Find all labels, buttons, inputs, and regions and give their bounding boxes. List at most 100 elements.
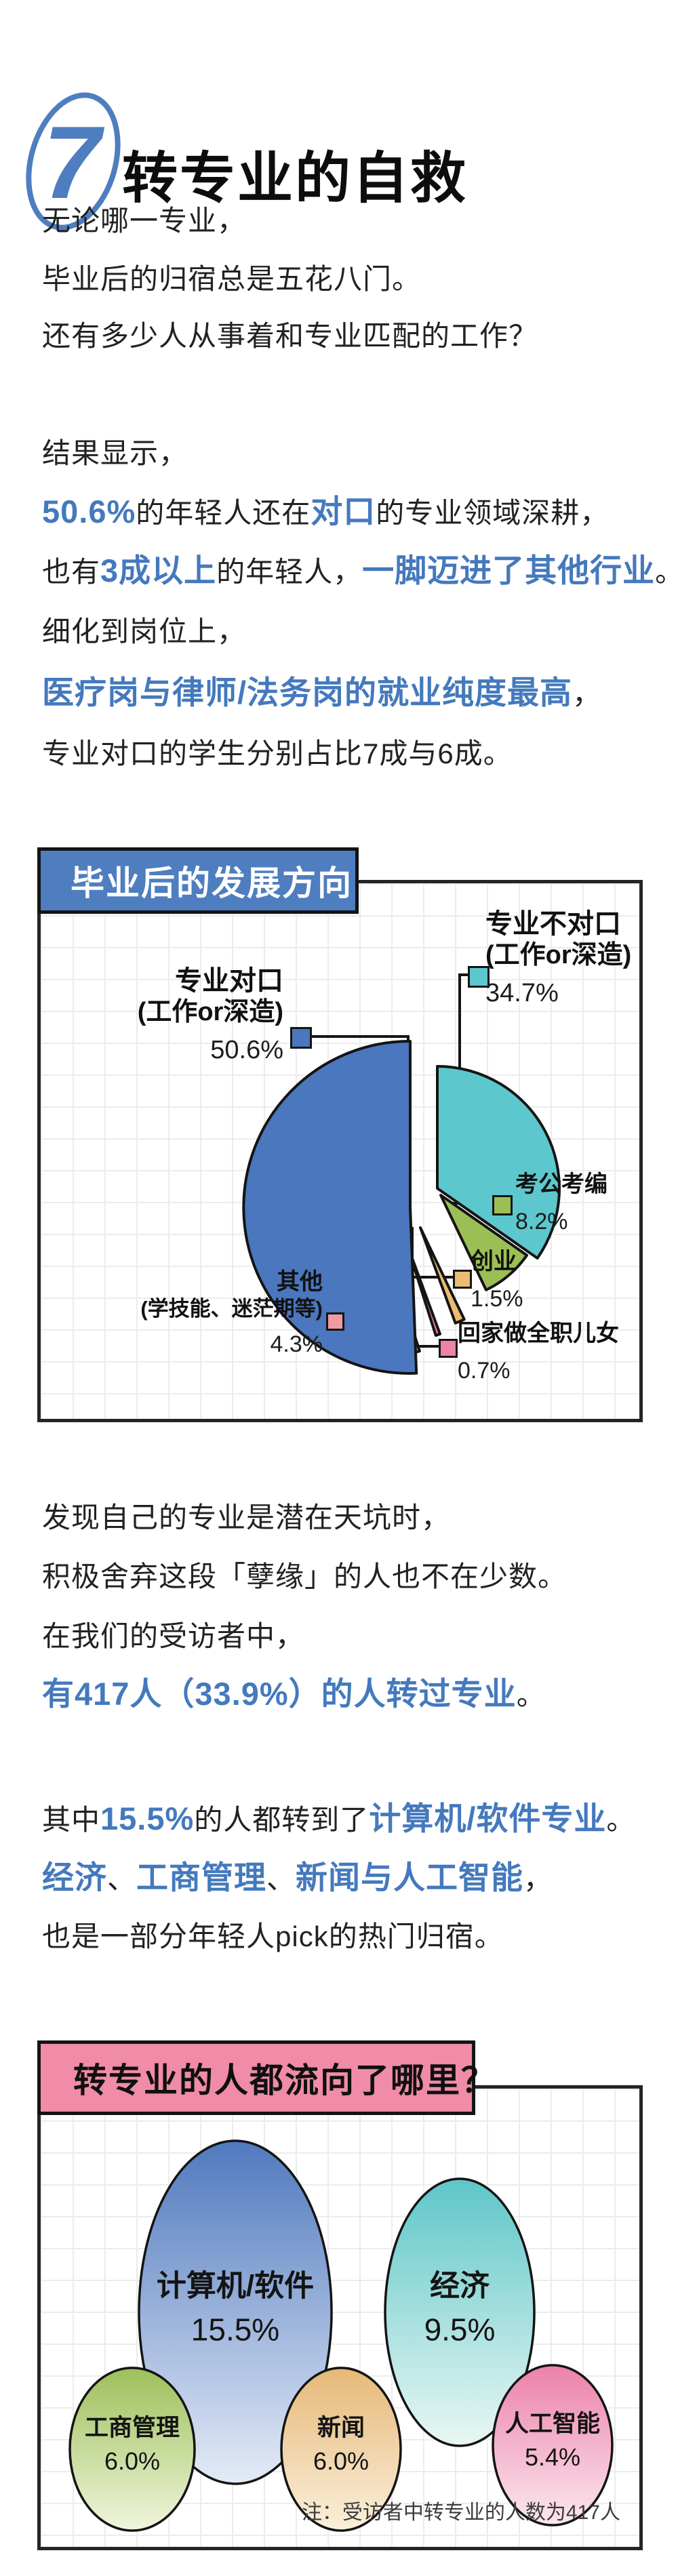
body-line: 细化到岗位上， bbox=[42, 616, 246, 648]
body-line: 还有多少人从事着和专业匹配的工作？ bbox=[42, 320, 538, 353]
plain-text: 。 bbox=[516, 1679, 546, 1711]
accent-text: 工商管理 bbox=[136, 1859, 267, 1895]
plain-text: 专业对口的学生分别占比7成与6成。 bbox=[42, 738, 513, 769]
pie-callout-label: 回家做全职儿女 0.7% bbox=[458, 1320, 619, 1385]
badge-number: 7 bbox=[43, 105, 105, 220]
plain-text: 在我们的受访者中， bbox=[42, 1620, 305, 1652]
plain-text: 其中 bbox=[42, 1804, 101, 1836]
slice-value: 8.2% bbox=[515, 1208, 568, 1234]
bubble-name: 工商管理 bbox=[84, 2415, 180, 2442]
bubble-name: 人工智能 bbox=[504, 2411, 601, 2438]
pie-slice bbox=[439, 1194, 529, 1291]
bubble bbox=[492, 2364, 614, 2527]
body-line: 也有3成以上的年轻人，一脚迈进了其他行业。 bbox=[42, 552, 678, 589]
body-line: 50.6%的年轻人还在对口的专业领域深耕， bbox=[42, 494, 609, 530]
accent-text: 经济 bbox=[42, 1859, 107, 1895]
plain-text: 、 bbox=[266, 1863, 296, 1895]
plain-text: 的年轻人， bbox=[216, 556, 363, 588]
slice-label: 专业对口 bbox=[175, 966, 283, 996]
pie-callout-label: 考公考编 8.2% bbox=[515, 1171, 607, 1236]
plain-text: 积极舍弃这段「孽缘」的人也不在少数。 bbox=[42, 1561, 567, 1592]
bubble-value: 6.0% bbox=[104, 2447, 161, 2476]
bubble-label: 经济 9.5% bbox=[424, 2269, 496, 2347]
bubble-label: 工商管理 6.0% bbox=[85, 2415, 180, 2476]
legend-marker bbox=[326, 1312, 344, 1331]
legend-marker bbox=[439, 1339, 458, 1358]
bubble-label: 计算机/软件 15.5% bbox=[157, 2269, 314, 2347]
pie-chart-title: 毕业后的发展方向 bbox=[37, 847, 359, 914]
bubble-chart-title: 转专业的人都流向了哪里？ bbox=[37, 2040, 495, 2115]
plain-text: 也有 bbox=[42, 556, 101, 588]
plain-text: 无论哪一专业， bbox=[42, 205, 247, 237]
body-line: 其中15.5%的人都转到了计算机/软件专业。 bbox=[42, 1800, 635, 1837]
slice-value: 4.3% bbox=[270, 1331, 323, 1357]
plain-text: 也是一部分年轻人pick的热门归宿。 bbox=[42, 1920, 504, 1952]
slice-sublabel: (工作or深造) bbox=[137, 998, 283, 1026]
badge-ellipse-icon bbox=[26, 92, 121, 230]
pie-svg bbox=[242, 973, 561, 1375]
slice-label: 回家做全职儿女 bbox=[458, 1321, 619, 1346]
bubble-name: 经济 bbox=[429, 2269, 490, 2303]
pie-slice bbox=[419, 1226, 466, 1325]
slice-value: 50.6% bbox=[210, 1035, 283, 1064]
legend-marker bbox=[468, 966, 490, 988]
body-line: 有417人（33.9%）的人转过专业。 bbox=[42, 1676, 546, 1712]
bubble-name: 新闻 bbox=[317, 2415, 365, 2442]
bubble-label: 人工智能 5.4% bbox=[505, 2411, 600, 2472]
slice-value: 34.7% bbox=[485, 978, 559, 1007]
body-line: 在我们的受访者中， bbox=[42, 1620, 304, 1653]
accent-text: 新闻与人工智能 bbox=[296, 1859, 524, 1895]
bubble-value: 9.5% bbox=[424, 2311, 496, 2347]
body-line: 医疗岗与律师/法务岗的就业纯度最高， bbox=[42, 675, 601, 711]
page-title: 转专业的自救 bbox=[122, 148, 468, 209]
bubble-value: 15.5% bbox=[191, 2311, 280, 2347]
bubble-label: 新闻 6.0% bbox=[313, 2415, 369, 2476]
bubble-name: 计算机/软件 bbox=[156, 2269, 315, 2303]
bubble bbox=[280, 2367, 402, 2532]
bubble bbox=[384, 2177, 536, 2447]
body-line: 专业对口的学生分别占比7成与6成。 bbox=[42, 738, 513, 770]
legend-marker bbox=[290, 1027, 312, 1049]
bubble-svg bbox=[68, 2139, 614, 2532]
body-line: 也是一部分年轻人pick的热门归宿。 bbox=[42, 1920, 504, 1953]
pie-slice bbox=[242, 1039, 418, 1375]
slice-sublabel: (工作or深造) bbox=[485, 941, 632, 969]
slice-label: 专业不对口 bbox=[485, 909, 621, 939]
pie-chart-panel: 专业不对口 (工作or深造) 34.7% 考公考编 8.2% 创业 1.5% 回家做全职儿女 0… bbox=[37, 880, 643, 1422]
plain-text: ， bbox=[572, 678, 602, 710]
accent-text: 一脚迈进了其他行业 bbox=[362, 552, 656, 588]
body-line: 经济、工商管理、新闻与人工智能， bbox=[42, 1859, 553, 1896]
bubble-value: 6.0% bbox=[313, 2447, 370, 2476]
section-number-icon: 7 bbox=[26, 92, 121, 230]
plain-text: 细化到岗位上， bbox=[42, 616, 247, 647]
slice-label: 其他 bbox=[277, 1269, 323, 1295]
slice-label: 创业 bbox=[471, 1249, 517, 1274]
pie-callout-label: 其他 (学技能、迷茫期等) 4.3% bbox=[127, 1268, 323, 1359]
body-line: 无论哪一专业， bbox=[42, 205, 246, 237]
slice-value: 0.7% bbox=[458, 1357, 511, 1384]
accent-text: 对口 bbox=[311, 494, 376, 529]
chart-footnote: 注：受访者中转专业的人数为417人 bbox=[301, 2501, 620, 2524]
accent-text: 15.5% bbox=[100, 1800, 195, 1836]
callout-connector bbox=[458, 973, 468, 1072]
pie-slice bbox=[404, 1239, 441, 1337]
slice-value: 1.5% bbox=[471, 1285, 523, 1312]
plain-text: 。 bbox=[606, 1804, 636, 1836]
plain-text: 。 bbox=[655, 556, 678, 588]
body-line: 结果显示， bbox=[42, 437, 188, 470]
bubble bbox=[68, 2367, 196, 2532]
accent-text: 3成以上 bbox=[100, 552, 217, 588]
body-line: 发现自己的专业是潜在天坑时， bbox=[42, 1502, 450, 1534]
plain-text: 的年轻人还在 bbox=[136, 497, 311, 529]
bubble bbox=[138, 2139, 333, 2485]
accent-text: 医疗岗与律师/法务岗的就业纯度最高 bbox=[42, 675, 573, 710]
slice-sublabel: (学技能、迷茫期等) bbox=[140, 1296, 323, 1321]
bubble-chart-panel: 注：受访者中转专业的人数为417人 计算机/软件 15.5% 经济 9.5% 工商管理 6… bbox=[37, 2085, 643, 2550]
pie-callout-label: 专业不对口 (工作or深造) 34.7% bbox=[485, 908, 631, 1009]
legend-marker bbox=[453, 1270, 472, 1289]
bubble-value: 5.4% bbox=[524, 2443, 581, 2472]
plain-text: 毕业后的归宿总是五花八门。 bbox=[42, 263, 422, 295]
plain-text: 结果显示， bbox=[42, 437, 188, 469]
body-line: 毕业后的归宿总是五花八门。 bbox=[42, 263, 421, 296]
